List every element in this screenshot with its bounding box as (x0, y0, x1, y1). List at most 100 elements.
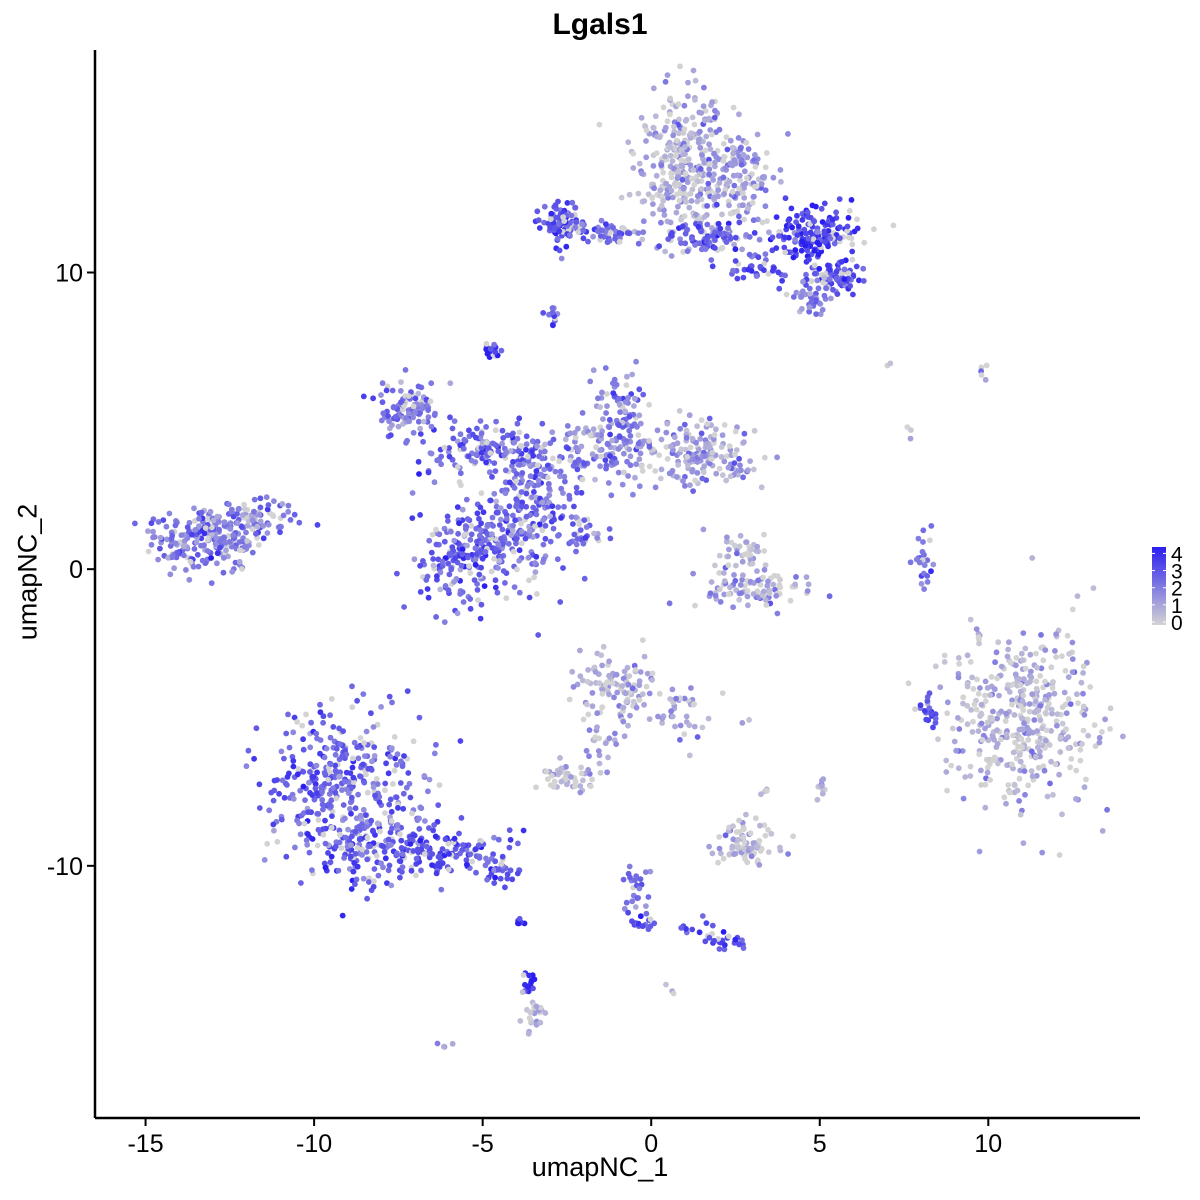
data-point (222, 539, 229, 546)
cluster-24 (907, 523, 937, 592)
data-point (263, 494, 270, 501)
data-point (520, 972, 527, 978)
data-point (853, 263, 860, 270)
data-point (635, 230, 642, 237)
data-point (1107, 705, 1114, 712)
data-point (732, 936, 739, 943)
data-point (808, 278, 815, 284)
data-point (730, 150, 736, 157)
data-point (978, 767, 984, 774)
data-point (658, 436, 665, 443)
data-point (611, 376, 618, 383)
data-point (742, 180, 749, 187)
data-point (681, 126, 688, 132)
data-point (850, 291, 856, 298)
data-point (278, 816, 285, 823)
data-point (1052, 761, 1059, 768)
data-point (437, 855, 444, 862)
data-point (710, 177, 717, 183)
data-point (1012, 671, 1019, 678)
data-point (514, 870, 521, 877)
data-point (616, 238, 623, 245)
data-point (667, 144, 673, 151)
data-point (663, 444, 670, 450)
data-point (575, 425, 581, 432)
data-point (701, 463, 708, 469)
data-point (556, 247, 563, 254)
data-point (821, 274, 828, 281)
data-point (507, 867, 514, 874)
data-point (1049, 685, 1056, 691)
data-point (441, 619, 448, 625)
data-point (811, 247, 818, 254)
data-point (503, 516, 510, 522)
data-point (535, 217, 542, 224)
data-point (292, 844, 298, 851)
data-point (711, 114, 718, 121)
data-point (716, 180, 723, 186)
data-point (765, 826, 771, 833)
data-point (1002, 718, 1009, 724)
data-point (860, 265, 867, 272)
data-point (506, 503, 513, 510)
data-point (483, 424, 489, 430)
data-point (287, 517, 294, 523)
data-point (607, 431, 613, 438)
cluster-41 (678, 913, 716, 937)
data-point (782, 195, 789, 202)
data-point (391, 734, 398, 740)
data-point (296, 519, 303, 526)
data-point (764, 787, 770, 794)
data-point (357, 735, 364, 741)
data-point (461, 532, 468, 538)
data-point (964, 721, 971, 728)
data-point (157, 545, 163, 552)
data-point (557, 473, 563, 480)
data-point (394, 850, 400, 857)
data-point (792, 581, 798, 588)
data-point (667, 443, 674, 450)
data-point (285, 711, 291, 718)
data-point (541, 203, 548, 210)
data-point (1075, 700, 1081, 706)
data-point (192, 526, 199, 533)
data-point (654, 427, 661, 434)
data-point (794, 232, 801, 239)
data-point (523, 441, 530, 448)
data-point (979, 736, 986, 743)
data-point (379, 380, 386, 387)
data-point (285, 508, 292, 515)
data-point (619, 225, 626, 232)
data-point (622, 399, 629, 405)
data-point (698, 417, 705, 423)
cluster-28 (655, 685, 726, 759)
data-point (1056, 771, 1062, 778)
data-point (526, 972, 533, 979)
data-point (969, 729, 976, 735)
data-point (649, 194, 656, 201)
data-point (546, 485, 552, 492)
data-point (775, 269, 782, 276)
data-point (1026, 701, 1033, 707)
data-point (1013, 655, 1020, 661)
data-point (595, 748, 602, 754)
data-point (209, 524, 215, 531)
data-point (374, 781, 381, 787)
data-point (241, 506, 248, 513)
data-point (1039, 725, 1046, 732)
data-point (294, 771, 301, 778)
data-point (697, 166, 704, 172)
data-point (569, 668, 576, 675)
data-point (585, 767, 592, 773)
data-point (1046, 742, 1053, 748)
data-point (636, 160, 643, 167)
data-point (618, 194, 625, 201)
data-point (581, 575, 588, 582)
data-point (890, 222, 897, 229)
data-point (254, 523, 261, 530)
data-point (495, 866, 502, 873)
data-point (301, 820, 308, 827)
data-point (451, 578, 457, 585)
data-point (378, 392, 384, 398)
chart-title: Lgals1 (552, 8, 648, 41)
